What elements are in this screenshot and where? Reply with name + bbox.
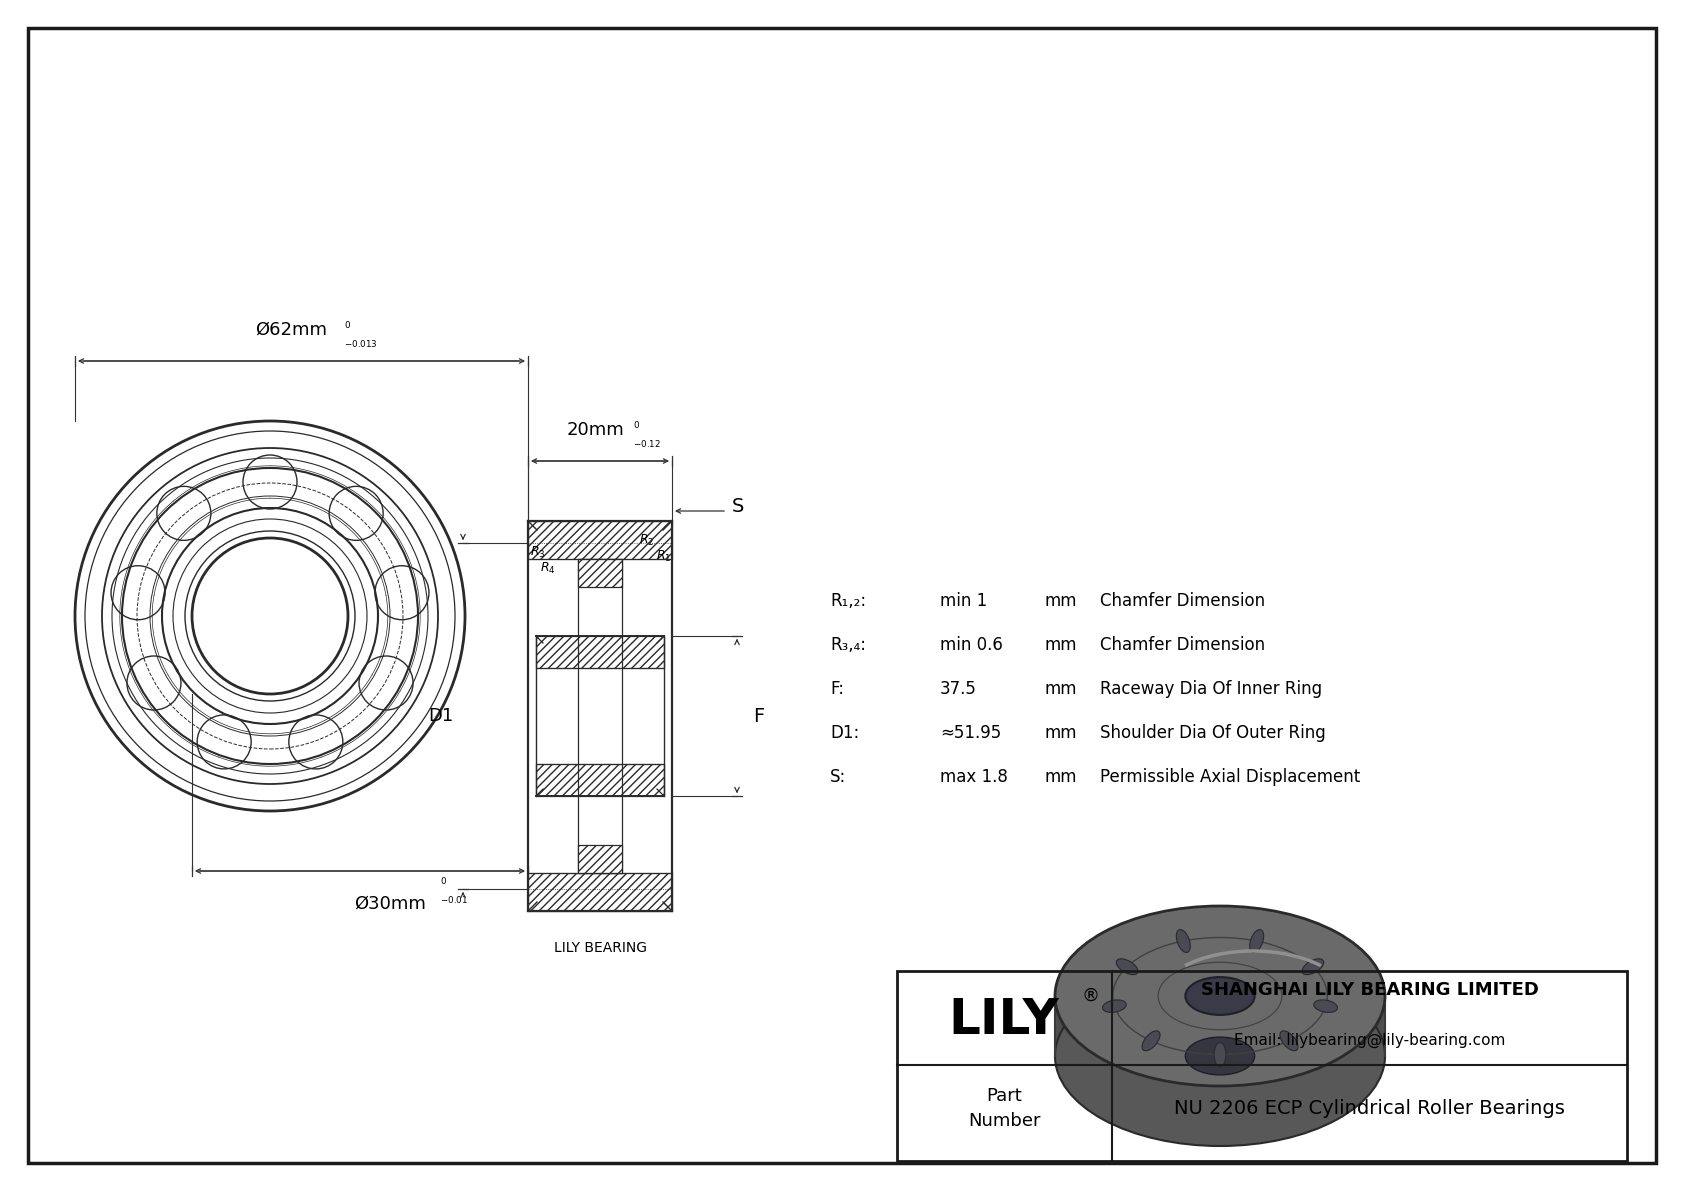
Text: R₃,₄:: R₃,₄: [830,636,866,654]
Text: min 1: min 1 [940,592,987,610]
Text: F: F [753,706,765,725]
Text: Chamfer Dimension: Chamfer Dimension [1100,592,1265,610]
Text: $^0$: $^0$ [440,877,448,890]
Ellipse shape [1103,1000,1127,1012]
Text: NU 2206 ECP Cylindrical Roller Bearings: NU 2206 ECP Cylindrical Roller Bearings [1174,1099,1564,1118]
Ellipse shape [1280,1031,1298,1050]
Text: S: S [733,498,744,517]
Ellipse shape [1186,1037,1255,1075]
Ellipse shape [1054,966,1384,1146]
Text: Raceway Dia Of Inner Ring: Raceway Dia Of Inner Ring [1100,680,1322,698]
Text: mm: mm [1046,768,1078,786]
Ellipse shape [1302,959,1324,974]
Polygon shape [1054,996,1384,1056]
Ellipse shape [1142,1031,1160,1050]
Ellipse shape [1054,906,1384,1086]
Text: Number: Number [968,1112,1041,1130]
Bar [536,763,663,796]
Text: D1: D1 [428,707,453,725]
Text: Shoulder Dia Of Outer Ring: Shoulder Dia Of Outer Ring [1100,724,1325,742]
Text: mm: mm [1046,724,1078,742]
Text: $^0$: $^0$ [344,322,350,333]
Text: 20mm: 20mm [566,420,623,439]
Text: $R_4$: $R_4$ [541,561,556,576]
Text: LILY BEARING: LILY BEARING [554,941,647,955]
Text: SHANGHAI LILY BEARING LIMITED: SHANGHAI LILY BEARING LIMITED [1201,981,1539,999]
Text: Permissible Axial Displacement: Permissible Axial Displacement [1100,768,1361,786]
Bar [578,844,621,873]
Text: mm: mm [1046,636,1078,654]
Text: F:: F: [830,680,844,698]
Text: mm: mm [1046,592,1078,610]
Text: ®: ® [1083,987,1100,1005]
Ellipse shape [1116,959,1138,974]
Ellipse shape [1186,977,1255,1015]
Text: ≈51.95: ≈51.95 [940,724,1002,742]
Text: $_{-0.12}$: $_{-0.12}$ [633,437,662,450]
Text: $R_2$: $R_2$ [638,534,655,548]
Ellipse shape [1214,1042,1226,1066]
Bar [578,559,621,587]
Text: $_{-0.01}$: $_{-0.01}$ [440,893,468,906]
Ellipse shape [1177,929,1191,953]
Text: $R_1$: $R_1$ [657,549,672,565]
Ellipse shape [1314,1000,1337,1012]
Text: Email: lilybearing@lily-bearing.com: Email: lilybearing@lily-bearing.com [1234,1033,1505,1048]
Text: min 0.6: min 0.6 [940,636,1004,654]
Text: R₁,₂:: R₁,₂: [830,592,866,610]
Text: max 1.8: max 1.8 [940,768,1009,786]
Bar [578,559,621,873]
Text: S:: S: [830,768,847,786]
Text: $_{-0.013}$: $_{-0.013}$ [344,337,377,350]
Text: LILY: LILY [948,996,1059,1045]
Bar [536,636,663,668]
Text: Ø30mm: Ø30mm [354,894,426,913]
Text: D1:: D1: [830,724,859,742]
Text: $R_3$: $R_3$ [530,545,546,560]
Bar [898,971,1627,1161]
Text: mm: mm [1046,680,1078,698]
Bar [529,520,672,559]
Text: Part: Part [987,1087,1022,1105]
Ellipse shape [1250,929,1263,953]
Text: $^0$: $^0$ [633,420,640,434]
Text: Ø62mm: Ø62mm [256,322,327,339]
Text: Chamfer Dimension: Chamfer Dimension [1100,636,1265,654]
Bar [529,873,672,911]
Text: 37.5: 37.5 [940,680,977,698]
